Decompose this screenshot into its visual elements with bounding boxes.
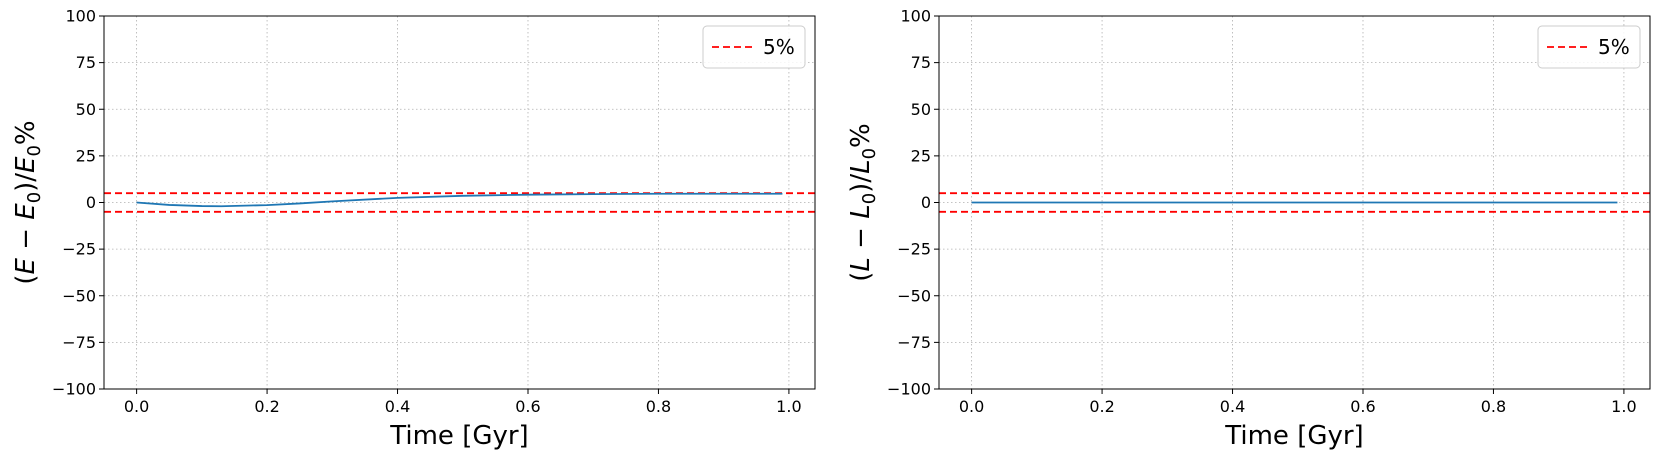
panel-2-y-axis-label-part: − xyxy=(846,219,876,257)
panel-2-y-tick-label: −25 xyxy=(897,240,931,259)
panel-2-y-axis-label-part: 0 xyxy=(859,193,880,204)
panel-2-x-tick-label: 1.0 xyxy=(1611,397,1636,416)
panel-2-x-axis-label: Time [Gyr] xyxy=(1224,421,1363,451)
panel-2-y-tick-label: 100 xyxy=(900,7,931,26)
panel-2-x-tick-label: 0.6 xyxy=(1350,397,1375,416)
panel-1-y-tick-label: 0 xyxy=(86,193,96,212)
panel-2-y-axis-label-part: L xyxy=(846,159,876,174)
panel-1-y-tick-label: −100 xyxy=(52,380,96,399)
panel-2-y-tick-label: 25 xyxy=(911,146,931,165)
panel-2-y-axis-label-part: % xyxy=(846,123,876,148)
panel-2-y-tick-label: −75 xyxy=(897,333,931,352)
panel-1-x-axis-label: Time [Gyr] xyxy=(389,421,528,451)
panel-1-y-axis-label-part: E xyxy=(11,258,41,275)
panel-1-y-axis-label-part: E xyxy=(11,203,41,220)
panel-1: 0.0 0.2 0.4 0.6 0.8 1.0 100 75 50 25 0 −25 −50 −75 −10… xyxy=(11,7,816,451)
panel-2-y-axis-label-part: )/ xyxy=(846,174,876,193)
panel-1-x-tick-label: 0.2 xyxy=(254,397,279,416)
panel-1-y-tick-label: 25 xyxy=(76,146,96,165)
panel-2-y-axis-label-part: L xyxy=(846,204,876,219)
panel-1-y-axis-label-part: % xyxy=(11,120,41,145)
panel-2-legend-label: 5% xyxy=(1598,35,1630,59)
panel-2-x-tick-label: 0.8 xyxy=(1481,397,1506,416)
panel-1-y-axis-label: (E − E0)/E0% xyxy=(11,120,45,284)
panel-2-y-axis-label-part: ( xyxy=(846,272,876,282)
panel-1-y-axis-label-part: 0 xyxy=(24,145,45,156)
panel-1-y-tick-label: −25 xyxy=(62,240,96,259)
panel-1-x-tick-label: 0.8 xyxy=(646,397,671,416)
panel-1-y-tick-label: 75 xyxy=(76,53,96,72)
panel-1-y-tick-label: −75 xyxy=(62,333,96,352)
panel-1-legend-box xyxy=(702,25,806,69)
panel-2-y-axis-label-part: 0 xyxy=(859,148,880,159)
panel-2-y-tick-label: 75 xyxy=(911,53,931,72)
panel-2-legend-box xyxy=(1537,25,1641,69)
panel-1-y-axis-label-part: − xyxy=(11,220,41,258)
panel-1-y-axis-label-part: E xyxy=(11,156,41,173)
panel-2-x-tick-label: 0.0 xyxy=(959,397,984,416)
panel-1-x-tick-label: 1.0 xyxy=(776,397,801,416)
panel-1-y-axis-label-part: ( xyxy=(11,275,41,285)
panel-2-y-tick-label: 0 xyxy=(921,193,931,212)
panel-1-y-tick-label: 100 xyxy=(65,7,96,26)
panel-2-y-axis-label-part: L xyxy=(846,257,876,272)
panel-2-y-tick-label: −50 xyxy=(897,286,931,305)
panel-1-x-tick-label: 0.4 xyxy=(385,397,410,416)
panel-2-y-axis-label: (L − L0)/L0% xyxy=(846,123,880,282)
panel-1-y-tick-label: 50 xyxy=(76,100,96,119)
panel-1-y-axis-label-part: )/ xyxy=(11,173,41,192)
panel-1-x-tick-label: 0.6 xyxy=(515,397,540,416)
panel-2: 0.0 0.2 0.4 0.6 0.8 1.0 100 75 50 25 0 −25 −50 −75 −10… xyxy=(846,7,1651,451)
panel-1-series-line xyxy=(136,192,783,208)
panel-1-legend: 5% xyxy=(702,25,806,69)
panel-1-y-tick-label: −50 xyxy=(62,286,96,305)
panel-1-y-axis-label-part: 0 xyxy=(24,192,45,203)
panel-2-legend: 5% xyxy=(1537,25,1641,69)
panel-2-y-tick-label: −100 xyxy=(887,380,931,399)
panel-1-x-tick-label: 0.0 xyxy=(124,397,149,416)
panel-2-x-tick-label: 0.4 xyxy=(1220,397,1245,416)
panel-2-y-tick-label: 50 xyxy=(911,100,931,119)
panel-1-legend-label: 5% xyxy=(763,35,795,59)
panel-2-x-tick-label: 0.2 xyxy=(1089,397,1114,416)
